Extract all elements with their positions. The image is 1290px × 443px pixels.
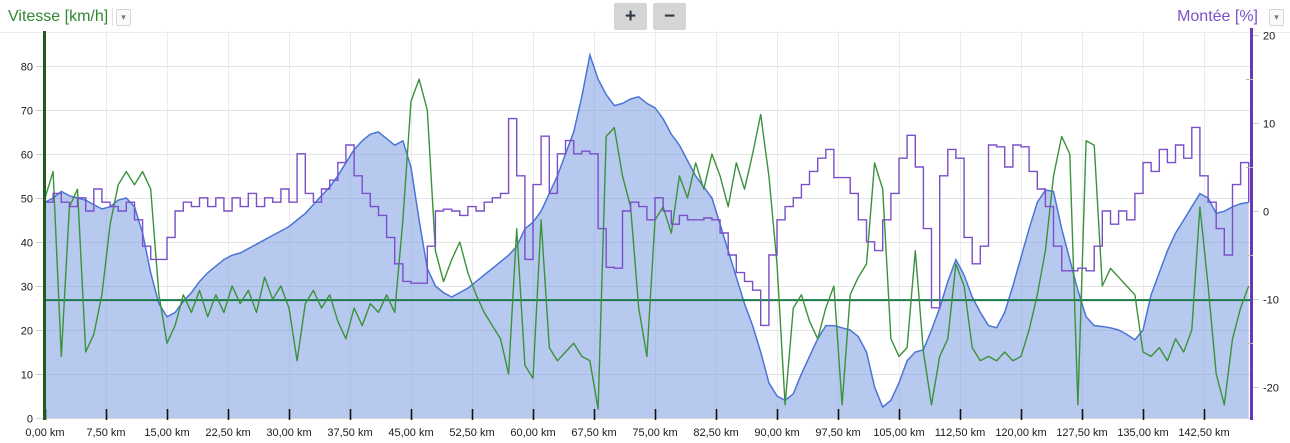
x-axis-tick-label: 37,50 km	[327, 427, 372, 439]
zoom-out-button[interactable]: −	[653, 3, 686, 30]
left-axis-tick-label: 0	[27, 414, 33, 426]
left-axis-tick-label: 70	[21, 106, 33, 118]
altitude-profile-outline	[44, 52, 1249, 409]
x-axis-tick-label: 15,00 km	[144, 427, 189, 439]
left-axis-tick-label: 80	[21, 62, 33, 74]
left-series-dropdown-button[interactable]: ▾	[116, 9, 131, 26]
x-axis-tick-label: 97,50 km	[815, 427, 860, 439]
x-axis-tick-label: 52,50 km	[449, 427, 494, 439]
right-axis-tick-label: 0	[1263, 207, 1269, 219]
right-axis-tick-label: -20	[1263, 383, 1279, 395]
altitude-profile-area	[45, 55, 1249, 418]
x-axis-tick-label: 0,00 km	[25, 427, 64, 439]
x-axis-tick-label: 127,50 km	[1056, 427, 1107, 439]
chevron-down-icon: ▾	[121, 12, 126, 22]
left-axis-tick-label: 40	[21, 238, 33, 250]
x-axis-tick-label: 45,00 km	[388, 427, 433, 439]
x-axis-tick-label: 75,00 km	[632, 427, 677, 439]
left-caret-separator	[112, 8, 113, 26]
left-axis-tick-label: 10	[21, 370, 33, 382]
left-axis-tick-label: 50	[21, 194, 33, 206]
right-axis-tick-label: 20	[1263, 31, 1275, 43]
header-separator	[0, 32, 1290, 33]
x-axis-tick-label: 135,00 km	[1117, 427, 1168, 439]
x-axis-tick-label: 142,50 km	[1178, 427, 1229, 439]
right-axis-tick-label: 10	[1263, 119, 1275, 131]
chevron-down-icon: ▾	[1274, 12, 1279, 22]
x-axis-tick-label: 90,00 km	[754, 427, 799, 439]
vitesse-line	[44, 78, 1250, 410]
x-axis-tick-label: 7,50 km	[86, 427, 125, 439]
x-axis-tick-label: 60,00 km	[510, 427, 555, 439]
x-axis-tick-label: 105,00 km	[873, 427, 924, 439]
right-axis-tick-label: -10	[1263, 295, 1279, 307]
x-axis-tick-label: 112,50 km	[935, 427, 986, 439]
x-axis-tick-label: 30,00 km	[266, 427, 311, 439]
left-axis-tick-label: 60	[21, 150, 33, 162]
zoom-in-button[interactable]: +	[614, 3, 647, 30]
x-axis-tick-label: 22,50 km	[205, 427, 250, 439]
right-axis-series-label: Montée [%]	[1177, 8, 1258, 25]
montee-line	[45, 117, 1250, 327]
x-axis-tick-label: 120,00 km	[995, 427, 1046, 439]
x-axis-tick-label: 82,50 km	[693, 427, 738, 439]
left-axis-tick-label: 30	[21, 282, 33, 294]
x-axis-tick-label: 67,50 km	[571, 427, 616, 439]
left-axis-tick-label: 20	[21, 326, 33, 338]
left-axis-series-label: Vitesse [km/h]	[8, 8, 109, 25]
right-series-dropdown-button[interactable]: ▾	[1269, 9, 1284, 26]
